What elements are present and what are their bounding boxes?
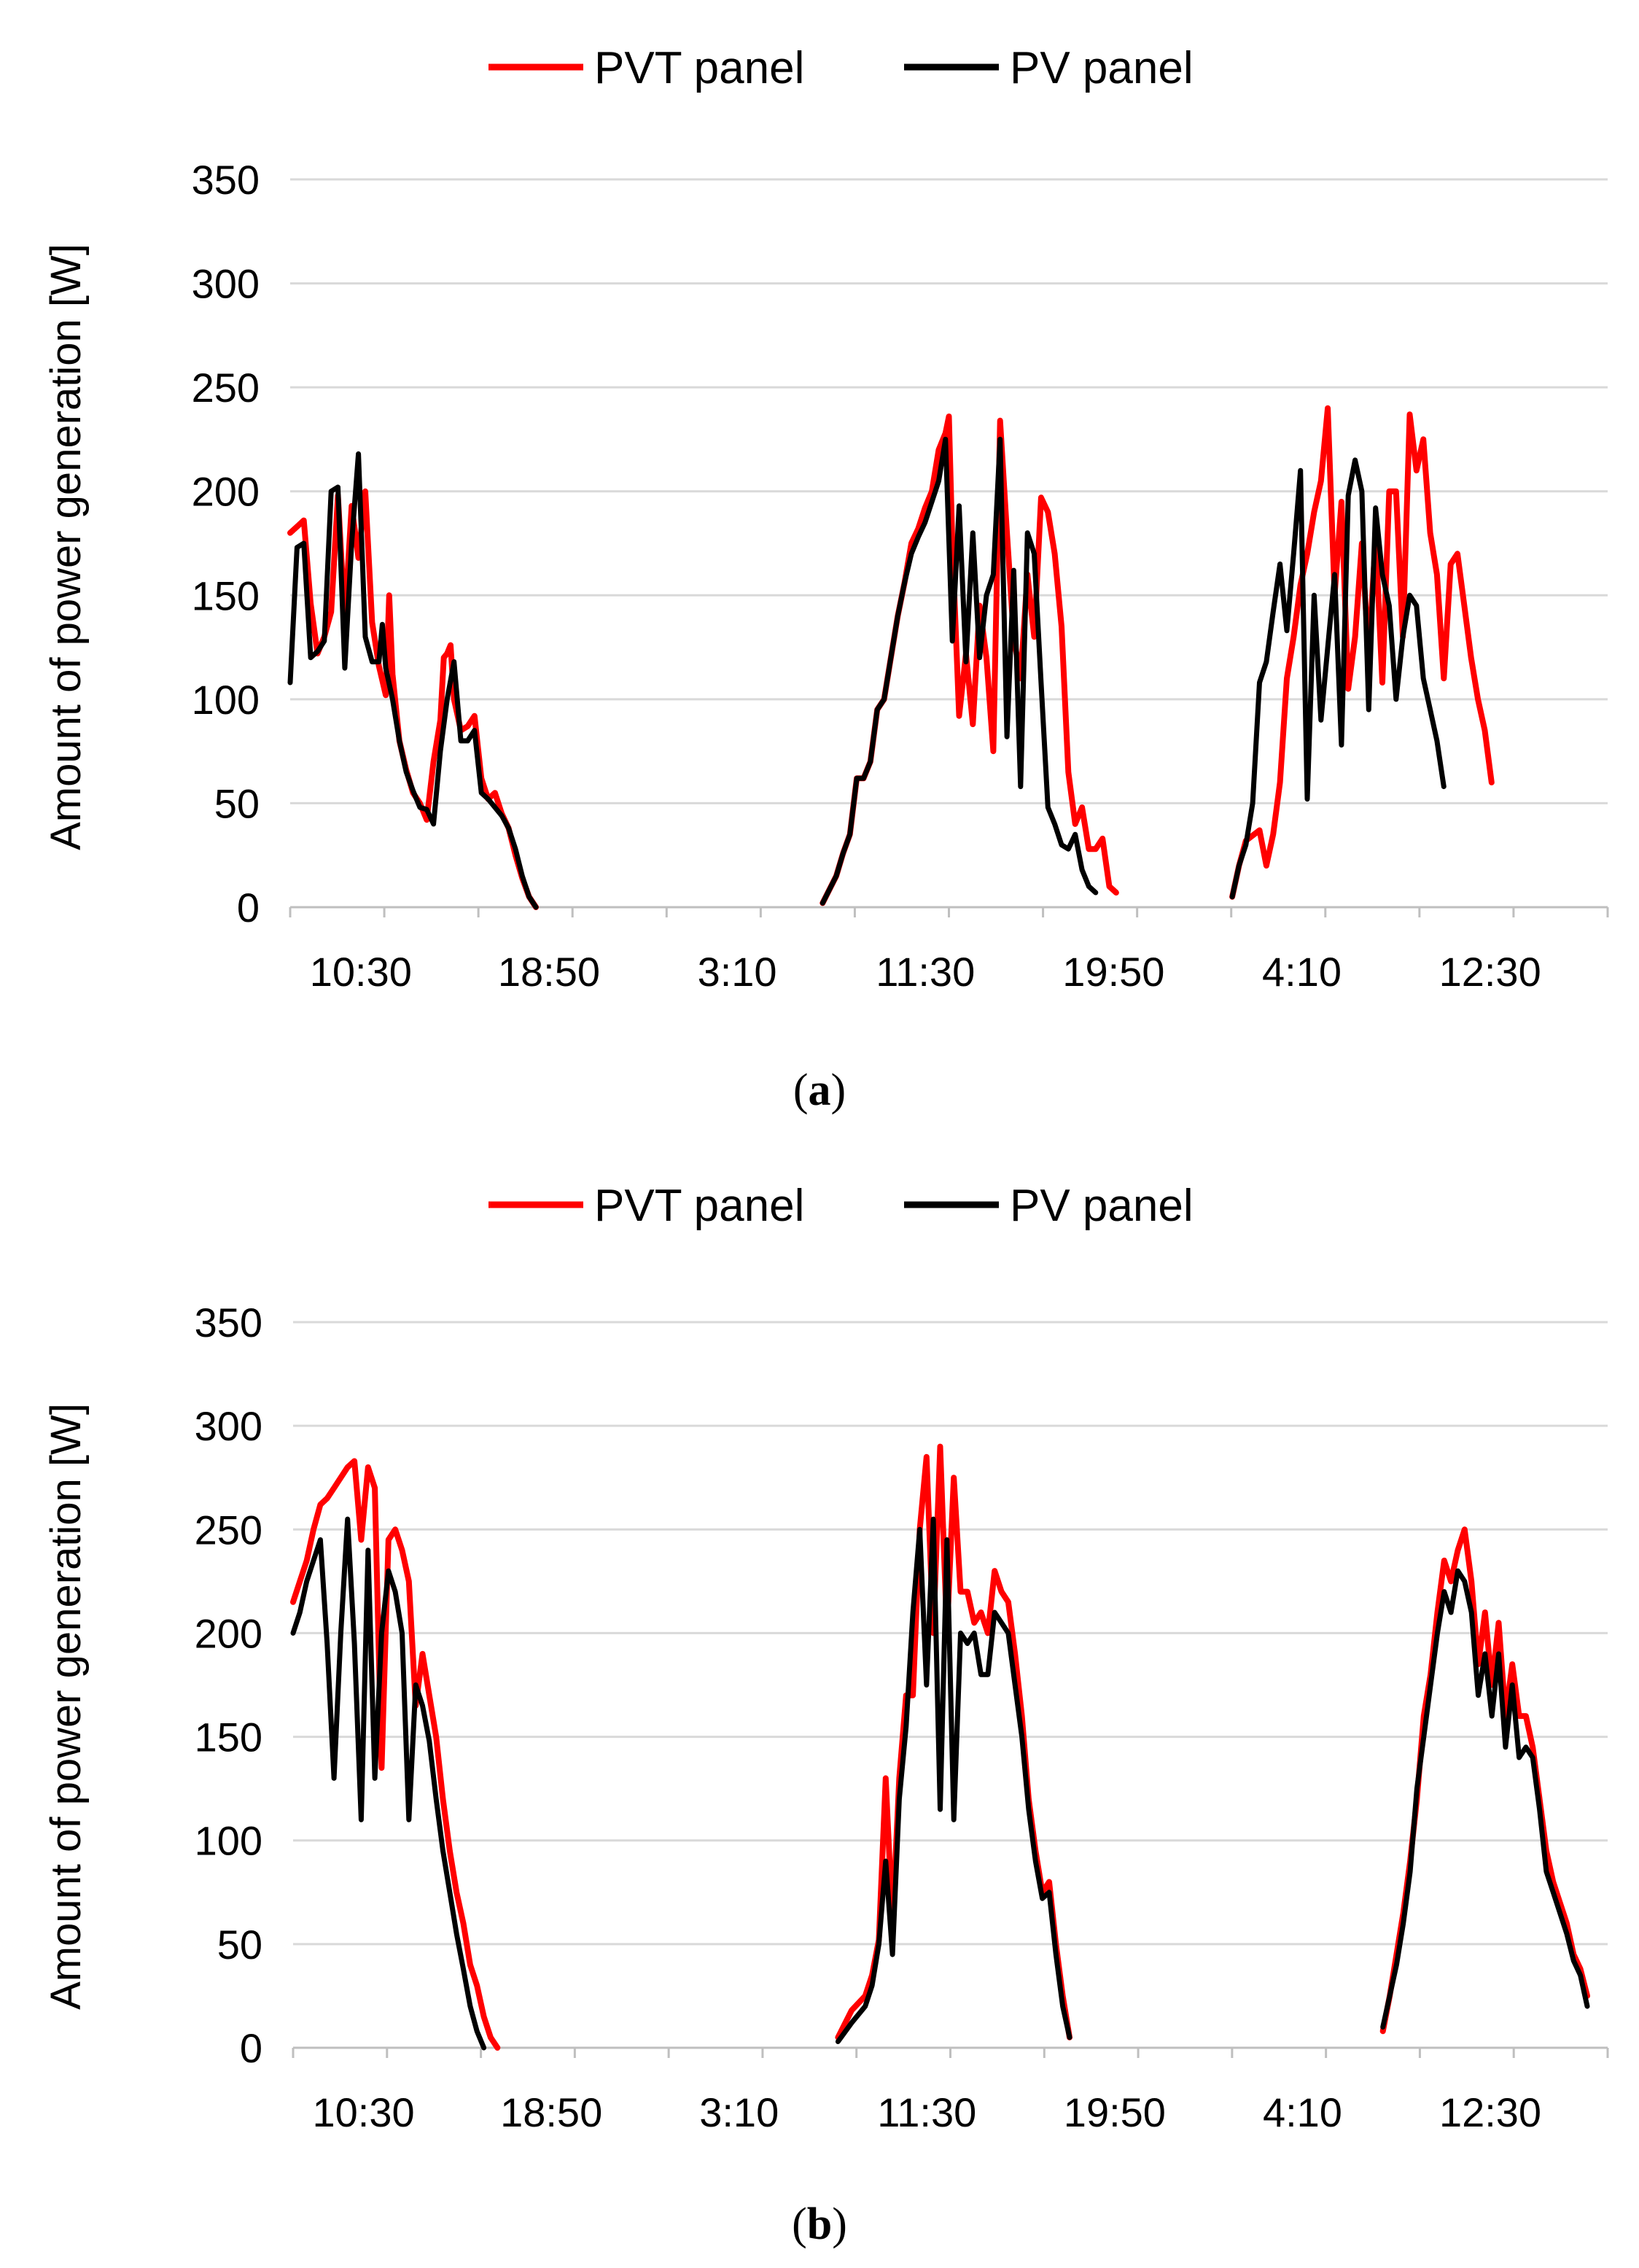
- legend: PVT panel PV panel: [488, 43, 1194, 93]
- series-lines: [287, 405, 1495, 910]
- x-tick-label: 12:30: [1439, 2089, 1541, 2135]
- y-tick-label: 350: [195, 1300, 262, 1345]
- x-tick-label: 4:10: [1262, 949, 1342, 995]
- y-axis-ticks: 0 50 100 150 200 250 300 350: [192, 157, 260, 931]
- pv-series-line: [290, 1516, 487, 2051]
- x-tick-label: 10:30: [313, 2089, 415, 2135]
- pvt-series-line: [820, 413, 1119, 906]
- x-tick-label: 3:10: [698, 949, 777, 995]
- legend-label-pvt: PVT panel: [594, 1181, 804, 1231]
- x-tick-label: 11:30: [876, 949, 975, 995]
- y-tick-label: 300: [195, 1403, 262, 1449]
- y-tick-label: 50: [217, 1922, 262, 1968]
- y-tick-label: 150: [192, 572, 260, 618]
- pvt-series-line: [290, 1458, 501, 2051]
- caption-letter-a: a: [808, 1065, 831, 1115]
- x-axis-ticks: 10:30 18:50 3:10 11:30 19:50 4:10 12:30: [292, 2048, 1609, 2135]
- y-tick-label: 100: [192, 677, 260, 723]
- y-tick-label: 0: [237, 885, 260, 931]
- y-axis-label: Amount of power generation [W]: [42, 244, 90, 850]
- y-tick-label: 200: [195, 1610, 262, 1656]
- y-tick-label: 100: [195, 1818, 262, 1864]
- x-tick-label: 3:10: [699, 2089, 779, 2135]
- pv-series-line: [835, 1516, 1072, 2044]
- legend-label-pv: PV panel: [1010, 1181, 1194, 1231]
- y-tick-label: 50: [214, 780, 260, 826]
- y-tick-label: 250: [192, 365, 260, 411]
- pv-series-line: [287, 451, 539, 910]
- x-tick-label: 19:50: [1064, 2089, 1166, 2135]
- pv-series-line: [1380, 1568, 1590, 2030]
- caption-b: (b): [792, 2199, 847, 2249]
- y-tick-label: 300: [192, 261, 260, 307]
- pv-series-line: [1229, 457, 1447, 900]
- y-tick-label: 350: [192, 157, 260, 203]
- chart-a: PVT panel PV panel 0 50 100 150 200 250 300 350…: [42, 43, 1609, 995]
- x-tick-label: 19:50: [1062, 949, 1164, 995]
- y-axis-ticks: 0 50 100 150 200 250 300 350: [195, 1300, 262, 2071]
- x-tick-label: 4:10: [1263, 2089, 1342, 2135]
- legend: PVT panel PV panel: [488, 1181, 1194, 1231]
- series-lines: [290, 1443, 1590, 2051]
- x-tick-label: 18:50: [500, 2089, 602, 2135]
- x-tick-label: 12:30: [1439, 949, 1541, 995]
- y-tick-label: 250: [195, 1507, 262, 1553]
- caption-letter-b: b: [806, 2199, 833, 2249]
- y-tick-label: 200: [192, 469, 260, 515]
- pvt-series-line: [1379, 1526, 1590, 2035]
- legend-label-pv: PV panel: [1010, 43, 1194, 93]
- pv-series-line: [820, 436, 1099, 906]
- y-axis-label: Amount of power generation [W]: [42, 1403, 90, 2010]
- y-tick-label: 150: [195, 1714, 262, 1760]
- chart-b: PVT panel PV panel 0 50 100 150 200 250 300 350…: [42, 1181, 1609, 2135]
- x-tick-label: 11:30: [877, 2089, 976, 2135]
- x-tick-label: 10:30: [310, 949, 412, 995]
- x-axis-ticks: 10:30 18:50 3:10 11:30 19:50 4:10 12:30: [289, 907, 1609, 995]
- x-tick-label: 18:50: [498, 949, 600, 995]
- legend-label-pvt: PVT panel: [594, 43, 804, 93]
- caption-a: (a): [793, 1065, 846, 1115]
- y-tick-label: 0: [240, 2025, 262, 2071]
